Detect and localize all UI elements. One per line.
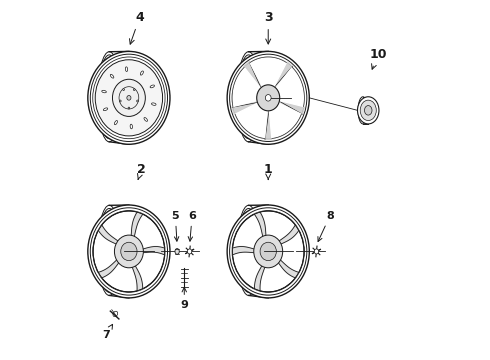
Text: 2: 2 [137, 163, 146, 179]
Ellipse shape [130, 124, 132, 129]
Ellipse shape [175, 249, 179, 254]
Polygon shape [254, 212, 266, 241]
Ellipse shape [227, 51, 309, 144]
Ellipse shape [123, 89, 124, 90]
Polygon shape [139, 247, 165, 255]
Text: 10: 10 [369, 48, 387, 69]
Ellipse shape [358, 97, 379, 124]
Ellipse shape [144, 118, 147, 121]
Polygon shape [273, 62, 293, 89]
Ellipse shape [360, 100, 376, 121]
Ellipse shape [125, 67, 128, 72]
Polygon shape [254, 262, 266, 291]
Polygon shape [131, 262, 143, 291]
Ellipse shape [365, 105, 372, 115]
Polygon shape [277, 100, 304, 114]
Polygon shape [269, 102, 301, 139]
Polygon shape [98, 257, 122, 278]
Ellipse shape [140, 71, 144, 75]
Polygon shape [233, 247, 258, 255]
Ellipse shape [151, 103, 156, 105]
Ellipse shape [260, 242, 276, 261]
Ellipse shape [110, 75, 114, 78]
Ellipse shape [113, 311, 118, 317]
Ellipse shape [121, 242, 137, 261]
Polygon shape [275, 257, 299, 278]
Polygon shape [232, 67, 263, 107]
Polygon shape [244, 62, 263, 89]
Polygon shape [235, 102, 268, 139]
Ellipse shape [103, 108, 108, 111]
Ellipse shape [115, 235, 144, 268]
Text: 9: 9 [180, 287, 188, 310]
Ellipse shape [314, 249, 319, 254]
Ellipse shape [232, 211, 304, 292]
Ellipse shape [114, 121, 118, 125]
Text: 3: 3 [264, 11, 272, 44]
Polygon shape [273, 67, 304, 107]
Text: 6: 6 [188, 211, 196, 241]
Polygon shape [98, 225, 122, 246]
Ellipse shape [128, 107, 130, 109]
Ellipse shape [227, 205, 309, 298]
Polygon shape [131, 212, 143, 241]
Ellipse shape [254, 235, 283, 268]
Text: 5: 5 [172, 211, 179, 241]
Text: 4: 4 [129, 11, 144, 44]
Polygon shape [265, 109, 271, 140]
Ellipse shape [88, 51, 170, 144]
Ellipse shape [93, 211, 165, 292]
Text: 8: 8 [318, 211, 334, 242]
Ellipse shape [133, 89, 135, 90]
Ellipse shape [188, 249, 192, 254]
Ellipse shape [88, 205, 170, 298]
Ellipse shape [266, 95, 271, 101]
Text: 1: 1 [264, 163, 272, 179]
Ellipse shape [120, 100, 121, 102]
Ellipse shape [102, 90, 106, 93]
Ellipse shape [95, 60, 163, 136]
Ellipse shape [113, 79, 146, 116]
Polygon shape [232, 100, 259, 114]
Text: 7: 7 [102, 324, 113, 341]
Ellipse shape [150, 85, 154, 88]
Ellipse shape [232, 57, 304, 139]
Ellipse shape [127, 95, 131, 100]
Ellipse shape [257, 85, 280, 111]
Polygon shape [250, 57, 287, 90]
Ellipse shape [137, 100, 138, 102]
Polygon shape [275, 225, 299, 246]
